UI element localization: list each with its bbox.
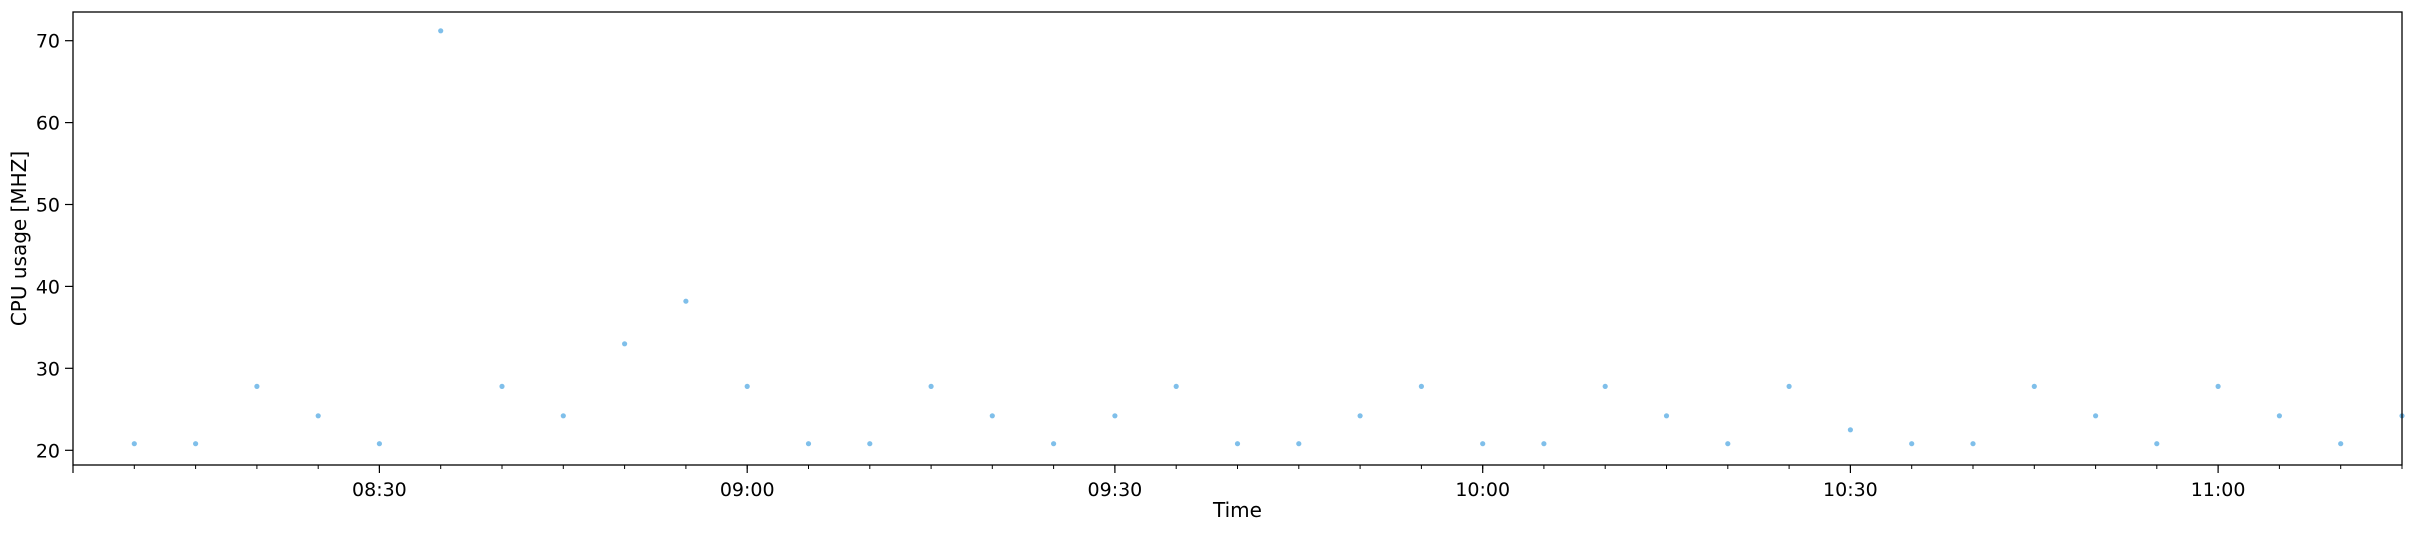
data-point xyxy=(622,341,628,347)
data-point xyxy=(1970,441,1976,447)
data-point xyxy=(1112,413,1118,419)
data-point xyxy=(1909,441,1915,447)
data-point xyxy=(376,441,382,447)
data-point xyxy=(1847,427,1853,433)
x-axis-ticks: 08:30 09:00 09:30 10:00 10:30 11:00 xyxy=(72,465,2403,501)
data-point xyxy=(1602,383,1608,389)
data-point xyxy=(1418,383,1424,389)
data-point xyxy=(2215,383,2221,389)
y-tick-label: 30 xyxy=(36,358,60,380)
data-point xyxy=(1051,441,1057,447)
y-axis-ticks: 20 30 40 50 60 70 xyxy=(36,31,73,462)
data-point xyxy=(744,383,750,389)
data-point xyxy=(2154,441,2160,447)
data-point xyxy=(1234,441,1241,447)
x-tick-label: 10:00 xyxy=(1455,479,1510,501)
data-point xyxy=(1541,441,1547,447)
y-tick-label: 20 xyxy=(36,440,60,462)
x-tick-label: 09:00 xyxy=(720,479,775,501)
data-point xyxy=(254,383,260,389)
data-point xyxy=(2338,441,2344,447)
x-tick-label: 10:30 xyxy=(1823,479,1878,501)
x-axis-title: Time xyxy=(1212,498,1262,522)
data-point xyxy=(1173,383,1179,389)
data-point xyxy=(989,413,995,419)
data-point xyxy=(1663,413,1670,419)
x-tick-label: 08:30 xyxy=(352,479,407,501)
data-point xyxy=(560,413,566,419)
data-point xyxy=(2031,383,2037,389)
data-point xyxy=(1480,441,1486,447)
data-point xyxy=(928,383,934,389)
data-point xyxy=(683,298,689,304)
data-point xyxy=(1786,383,1792,389)
data-point xyxy=(193,441,199,447)
data-point xyxy=(1296,441,1302,447)
y-tick-label: 50 xyxy=(36,195,60,217)
x-tick-label: 11:00 xyxy=(2191,479,2246,501)
data-point xyxy=(131,441,137,447)
data-point xyxy=(1357,413,1363,419)
y-axis-title: CPU usage [MHZ] xyxy=(7,151,31,326)
data-point xyxy=(867,441,873,447)
data-point xyxy=(2276,413,2282,419)
y-tick-label: 60 xyxy=(36,113,60,135)
y-tick-label: 70 xyxy=(36,31,60,53)
plot-area-frame xyxy=(72,11,2403,466)
data-point xyxy=(499,383,505,389)
data-point xyxy=(2093,413,2099,419)
x-tick-label: 09:30 xyxy=(1088,479,1143,501)
data-point xyxy=(315,413,321,419)
data-point xyxy=(438,28,444,34)
data-points xyxy=(131,28,2405,447)
y-tick-label: 40 xyxy=(36,276,60,298)
data-point xyxy=(1725,441,1731,447)
data-point xyxy=(805,441,812,447)
